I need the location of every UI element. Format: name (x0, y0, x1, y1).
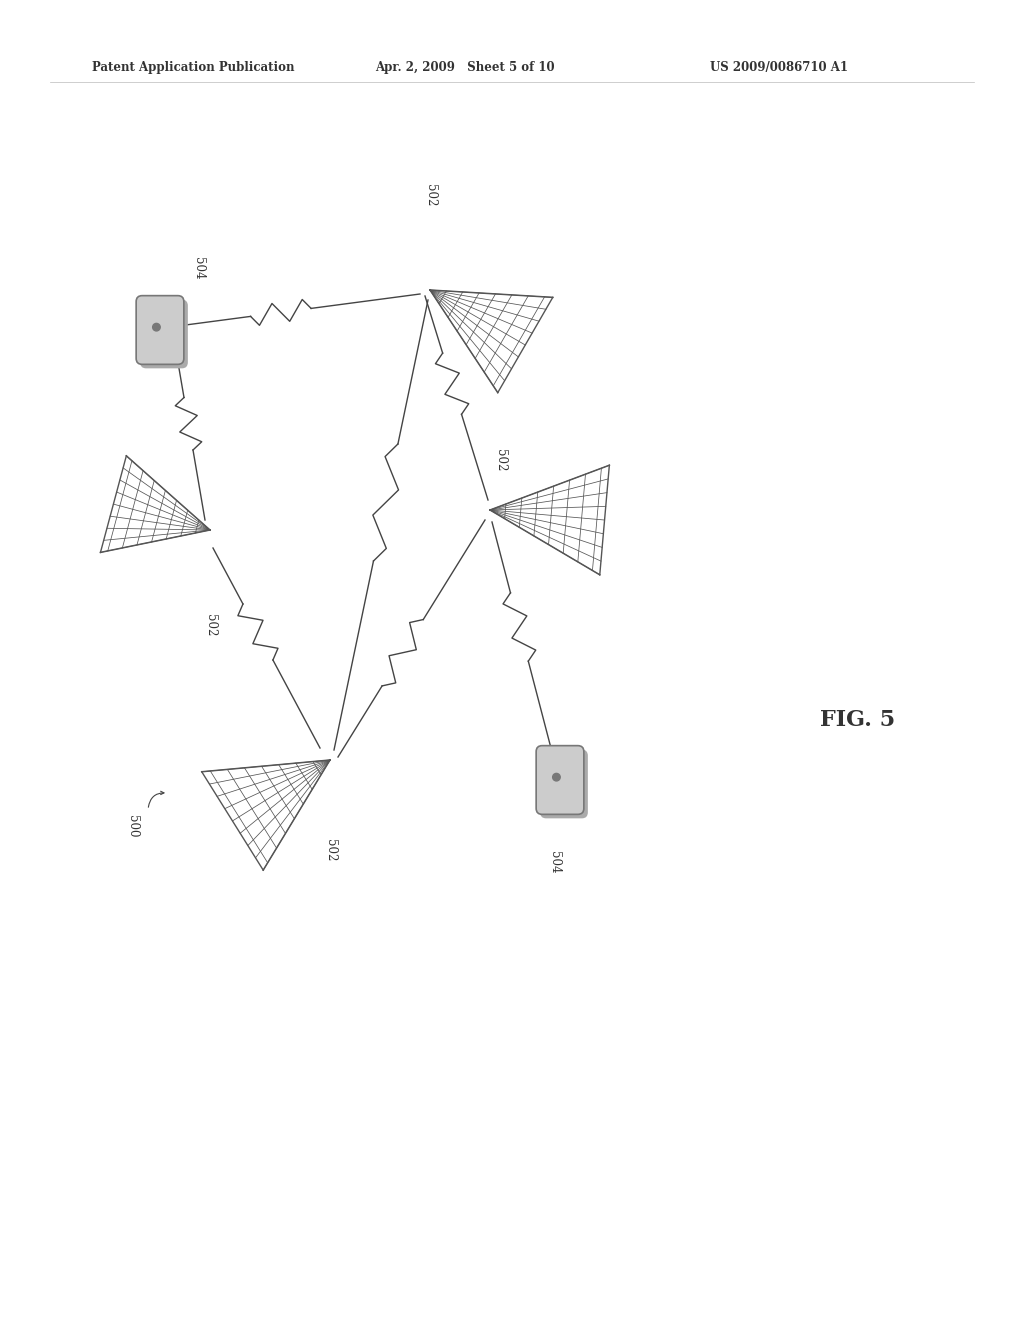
Text: US 2009/0086710 A1: US 2009/0086710 A1 (710, 62, 848, 74)
FancyBboxPatch shape (540, 750, 588, 818)
Text: 502: 502 (204, 614, 216, 636)
FancyBboxPatch shape (136, 296, 184, 364)
Text: 502: 502 (494, 449, 507, 471)
Text: 502: 502 (324, 838, 337, 861)
Circle shape (553, 774, 560, 781)
Text: Patent Application Publication: Patent Application Publication (92, 62, 295, 74)
Text: FIG. 5: FIG. 5 (820, 709, 895, 731)
Text: 500: 500 (127, 814, 139, 837)
Text: Apr. 2, 2009   Sheet 5 of 10: Apr. 2, 2009 Sheet 5 of 10 (375, 62, 555, 74)
FancyArrowPatch shape (148, 791, 164, 808)
Text: 504: 504 (191, 257, 205, 280)
Circle shape (153, 323, 160, 331)
Text: 504: 504 (549, 851, 561, 874)
FancyBboxPatch shape (140, 300, 187, 368)
FancyBboxPatch shape (537, 746, 584, 814)
Text: 502: 502 (424, 183, 436, 206)
